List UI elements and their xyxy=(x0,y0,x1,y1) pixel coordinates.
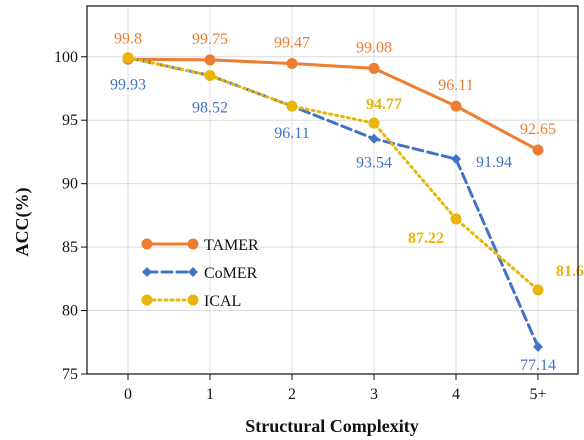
data-label-comer: 99.93 xyxy=(110,77,146,94)
legend: TAMER CoMER ICAL xyxy=(141,237,259,310)
data-label-ical: 94.77 xyxy=(366,96,402,113)
data-label-tamer: 99.75 xyxy=(192,31,228,48)
legend-label-tamer: TAMER xyxy=(204,237,259,254)
data-label-ical: 81.63 xyxy=(556,263,584,280)
legend-marker xyxy=(187,238,199,250)
legend-marker xyxy=(141,294,153,306)
grid xyxy=(87,6,578,375)
axes: 75 80 85 90 95 100 0 1 2 3 4 5+ xyxy=(54,5,579,403)
series-line-tamer xyxy=(126,57,540,152)
y-tick-label: 80 xyxy=(62,303,78,320)
legend-label-ical: ICAL xyxy=(204,293,241,310)
data-labels: 99.8 99.75 99.47 99.08 96.11 92.65 99.93 98.52 9… xyxy=(110,30,584,374)
legend-label-comer: CoMER xyxy=(204,265,258,282)
x-tick-label: 1 xyxy=(206,386,214,403)
y-tick-label: 100 xyxy=(54,49,78,66)
x-tick-label: 5+ xyxy=(529,386,546,403)
data-point-ical xyxy=(368,117,380,129)
data-label-ical: 87.22 xyxy=(408,230,444,247)
data-point-comer xyxy=(451,154,461,165)
legend-marker xyxy=(141,238,153,250)
x-tick-label: 3 xyxy=(370,386,378,403)
x-tick-label: 4 xyxy=(452,386,460,403)
data-label-tamer: 99.47 xyxy=(274,34,310,51)
data-label-comer: 96.11 xyxy=(274,125,309,142)
data-label-comer: 91.94 xyxy=(476,154,512,171)
data-point-comer xyxy=(369,133,379,144)
data-label-comer: 93.54 xyxy=(356,155,392,172)
data-point-ical xyxy=(286,100,298,112)
legend-marker xyxy=(188,267,198,277)
data-point-ical xyxy=(122,52,134,64)
series-line-comer xyxy=(126,56,540,349)
data-point-tamer xyxy=(532,144,544,156)
y-axis-title: ACC(%) xyxy=(12,188,33,257)
x-tick-label: 2 xyxy=(288,386,296,403)
data-point-comer xyxy=(533,341,543,352)
y-tick-label: 85 xyxy=(62,239,78,256)
plot-frame xyxy=(86,5,579,375)
data-label-comer: 98.52 xyxy=(192,100,228,117)
data-label-tamer: 99.08 xyxy=(356,39,392,56)
series-lines xyxy=(122,52,544,352)
x-tick-label: 0 xyxy=(124,386,132,403)
y-tick-label: 75 xyxy=(62,366,78,383)
data-label-tamer: 96.11 xyxy=(438,77,473,94)
legend-marker xyxy=(142,267,152,277)
data-point-tamer xyxy=(204,54,216,66)
data-label-tamer: 92.65 xyxy=(520,121,556,138)
data-point-tamer xyxy=(450,100,462,112)
data-point-tamer xyxy=(368,62,380,74)
data-label-tamer: 99.8 xyxy=(114,30,142,47)
data-point-ical xyxy=(450,213,462,225)
data-point-ical xyxy=(204,70,216,82)
data-point-ical xyxy=(532,284,544,296)
data-point-tamer xyxy=(286,57,298,69)
y-tick-label: 95 xyxy=(62,112,78,129)
legend-marker xyxy=(187,294,199,306)
y-tick-label: 90 xyxy=(62,176,78,193)
x-axis-title: Structural Complexity xyxy=(245,416,418,436)
data-label-comer: 77.14 xyxy=(520,357,556,374)
series-line-ical xyxy=(126,56,540,292)
